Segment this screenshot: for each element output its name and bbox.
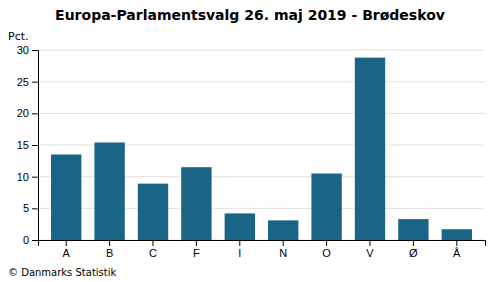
y-tick-mark xyxy=(32,50,38,51)
x-tick-label: A xyxy=(63,247,71,259)
x-axis-line xyxy=(39,241,486,247)
x-tick-label: I xyxy=(238,247,241,259)
x-tick-mark xyxy=(369,240,370,246)
x-tick-mark xyxy=(196,240,197,246)
y-tick: 25 xyxy=(17,76,38,88)
x-tick-label: O xyxy=(322,247,331,259)
y-axis: 0 5 10 15 20 25 30 xyxy=(17,44,39,246)
x-tick-label: B xyxy=(106,247,113,259)
x-tick-mark xyxy=(456,240,457,246)
bar xyxy=(398,219,428,240)
bar xyxy=(442,229,472,240)
y-tick-label: 5 xyxy=(23,202,29,214)
y-tick-mark xyxy=(32,208,38,209)
bar xyxy=(181,167,211,240)
x-tick-label: Å xyxy=(453,247,461,259)
y-tick: 5 xyxy=(23,202,38,214)
bar xyxy=(268,220,298,240)
title: Europa-Parlamentsvalg 26. maj 2019 - Brø… xyxy=(55,7,445,23)
x-axis: ABCFINOVØÅ xyxy=(39,240,486,259)
x-tick: B xyxy=(106,240,113,259)
grid-line xyxy=(38,50,485,51)
bar xyxy=(138,184,168,240)
x-tick-mark xyxy=(66,240,67,246)
x-tick: A xyxy=(63,240,71,259)
y-tick-label: 0 xyxy=(23,234,29,246)
x-tick-mark xyxy=(283,240,284,246)
plot-area: A B C F I N O V Ø Å 0 5 10 15 20 25 30 xyxy=(17,44,486,259)
chart-svg: Europa-Parlamentsvalg 26. maj 2019 - Brø… xyxy=(0,0,500,282)
bar xyxy=(94,142,124,240)
y-tick: 15 xyxy=(17,139,38,151)
footer: © Danmarks Statistik xyxy=(8,267,117,278)
y-tick-mark xyxy=(32,145,38,146)
y-tick-mark xyxy=(32,240,38,241)
y-tick: 30 xyxy=(17,44,38,56)
x-tick-label: F xyxy=(193,247,200,259)
grid-line xyxy=(38,81,485,82)
x-tick-label: C xyxy=(149,247,157,259)
x-tick: F xyxy=(193,240,200,259)
x-tick-mark xyxy=(239,240,240,246)
x-tick: O xyxy=(322,240,331,259)
y-tick-label: 20 xyxy=(17,107,29,119)
x-tick: V xyxy=(366,240,374,259)
y-tick: 10 xyxy=(17,171,38,183)
y-tick-mark xyxy=(32,113,38,114)
chart-container: Europa-Parlamentsvalg 26. maj 2019 - Brø… xyxy=(0,0,500,282)
x-tick-mark xyxy=(109,240,110,246)
bar xyxy=(51,155,81,241)
grid-line xyxy=(38,113,485,114)
y-tick: 20 xyxy=(17,107,38,119)
grid xyxy=(38,50,485,240)
x-tick: Ø xyxy=(409,240,418,259)
y-tick-mark xyxy=(32,82,38,83)
y-label: Pct. xyxy=(8,30,29,43)
x-tick: I xyxy=(238,240,241,259)
x-tick: Å xyxy=(453,240,461,259)
bar xyxy=(355,58,385,240)
y-tick-label: 15 xyxy=(17,139,29,151)
y-tick-mark xyxy=(32,177,38,178)
y-tick: 0 xyxy=(23,234,38,246)
x-tick-label: Ø xyxy=(409,247,418,259)
x-tick: C xyxy=(149,240,157,259)
y-tick-label: 25 xyxy=(17,76,29,88)
x-tick-label: V xyxy=(366,247,374,259)
y-tick-label: 30 xyxy=(17,44,29,56)
x-tick-mark xyxy=(326,240,327,246)
y-tick-label: 10 xyxy=(17,171,29,183)
bars xyxy=(51,58,472,240)
y-axis-line xyxy=(32,51,39,241)
bar xyxy=(311,174,341,241)
x-tick-mark xyxy=(153,240,154,246)
bar xyxy=(225,213,255,240)
x-tick-mark xyxy=(413,240,414,246)
x-tick-label: N xyxy=(279,247,287,259)
x-tick: N xyxy=(279,240,287,259)
